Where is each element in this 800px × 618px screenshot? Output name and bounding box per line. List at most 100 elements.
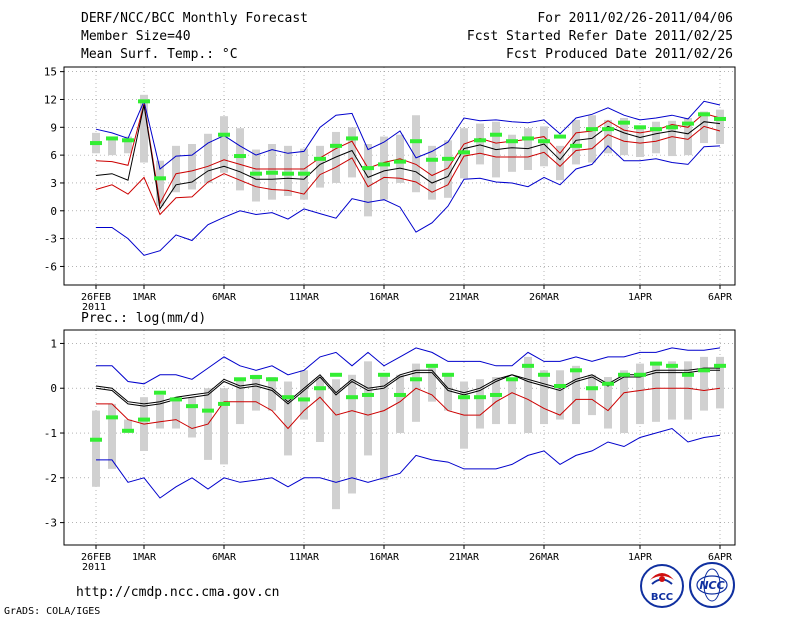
- observed-mark: [522, 136, 534, 141]
- range-box: [380, 136, 388, 200]
- range-box: [476, 123, 484, 165]
- series-max-line: [95, 99, 721, 170]
- precipitation-panel: -3 -2 -1 0 1 26FEB 1MAR 6MAR 11MAR 16MAR 21MAR 26MA…: [44, 329, 736, 573]
- range-box: [428, 145, 436, 200]
- observed-mark: [362, 166, 374, 171]
- observed-mark: [458, 395, 470, 400]
- observed-mark: [698, 112, 710, 117]
- observed-mark: [378, 162, 390, 167]
- range-box: [156, 160, 164, 207]
- member-size: Member Size=40: [81, 29, 191, 44]
- observed-mark: [122, 428, 134, 433]
- range-box: [316, 377, 324, 442]
- observed-mark: [330, 143, 342, 148]
- range-box: [700, 111, 708, 144]
- observed-mark: [586, 386, 598, 391]
- observed-mark: [330, 372, 342, 377]
- observed-mark: [618, 372, 630, 377]
- observed-mark: [554, 134, 566, 139]
- observed-mark: [538, 139, 550, 144]
- series-lower-line: [95, 125, 721, 216]
- observed-mark: [298, 171, 310, 176]
- plot-frame: [63, 329, 736, 546]
- series-upper-line: [95, 103, 721, 205]
- x-tick-label: 11MAR: [289, 552, 320, 563]
- ncc-logo: NCC: [689, 562, 735, 608]
- observed-mark: [650, 127, 662, 132]
- observed-mark: [154, 176, 166, 181]
- range-box: [396, 374, 404, 434]
- range-box: [652, 363, 660, 422]
- observed-mark: [426, 157, 438, 162]
- range-box: [684, 118, 692, 156]
- figure-title: DERF/NCC/BCC Monthly Forecast: [81, 11, 308, 26]
- range-box: [364, 361, 372, 456]
- observed-mark: [346, 395, 358, 400]
- observed-mark: [362, 392, 374, 397]
- y-tick-label: 6: [50, 149, 57, 162]
- observed-mark: [410, 139, 422, 144]
- bcc-logo: BCC: [640, 564, 684, 608]
- x-tick-label: 21MAR: [449, 292, 480, 303]
- bcc-logo-text: BCC: [651, 592, 673, 603]
- range-box: [380, 374, 388, 481]
- range-box: [652, 121, 660, 154]
- range-box: [524, 356, 532, 434]
- observed-mark: [378, 372, 390, 377]
- observed-mark: [90, 437, 102, 442]
- observed-mark: [714, 363, 726, 368]
- observed-mark: [650, 361, 662, 366]
- footer-url[interactable]: http://cmdp.ncc.cma.gov.cn: [76, 585, 280, 600]
- observed-mark: [698, 368, 710, 373]
- observed-mark: [618, 120, 630, 125]
- observed-mark: [490, 132, 502, 137]
- observed-mark: [682, 121, 694, 126]
- observed-mark: [426, 363, 438, 368]
- x-tick-label: 21MAR: [449, 552, 480, 563]
- series-min-line: [96, 427, 721, 499]
- observed-mark: [602, 127, 614, 132]
- y-tick-label: 3: [50, 177, 57, 190]
- observed-mark: [154, 390, 166, 395]
- x-tick-label: 26FEB: [81, 552, 111, 563]
- observed-mark: [586, 127, 598, 132]
- series-upper-line: [95, 367, 720, 405]
- observed-mark: [122, 138, 134, 143]
- y-tick-label: -6: [44, 260, 57, 273]
- plot-frame: [63, 66, 736, 286]
- observed-mark: [394, 392, 406, 397]
- observed-mark: [442, 372, 454, 377]
- range-box: [316, 145, 324, 188]
- range-box: [428, 365, 436, 402]
- observed-mark: [346, 136, 358, 141]
- range-box: [636, 363, 644, 425]
- range-box: [140, 94, 148, 163]
- range-box: [636, 125, 644, 157]
- observed-mark: [202, 408, 214, 413]
- range-box: [604, 377, 612, 429]
- range-box: [412, 115, 420, 193]
- observed-mark: [506, 139, 518, 144]
- y-tick-label: -3: [44, 233, 57, 246]
- plot-area: [90, 94, 726, 256]
- observed-mark: [570, 143, 582, 148]
- observed-mark: [250, 375, 262, 380]
- series-mean-line: [95, 104, 721, 211]
- x-tick-label: 1APR: [628, 292, 653, 303]
- y-tick-label: 9: [50, 121, 57, 134]
- observed-mark: [90, 141, 102, 146]
- observed-mark: [234, 377, 246, 382]
- fcst-started: Fcst Started Refer Date 2011/02/25: [467, 29, 733, 44]
- range-box: [620, 118, 628, 156]
- observed-mark: [314, 386, 326, 391]
- range-box: [556, 145, 564, 181]
- fcst-produced: Fcst Produced Date 2011/02/26: [506, 47, 733, 62]
- observed-mark: [234, 154, 246, 159]
- observed-mark: [106, 136, 118, 141]
- range-box: [716, 356, 724, 409]
- observed-mark: [490, 392, 502, 397]
- range-box: [220, 388, 228, 465]
- range-box: [444, 140, 452, 198]
- x-tick-label: 6MAR: [212, 292, 237, 303]
